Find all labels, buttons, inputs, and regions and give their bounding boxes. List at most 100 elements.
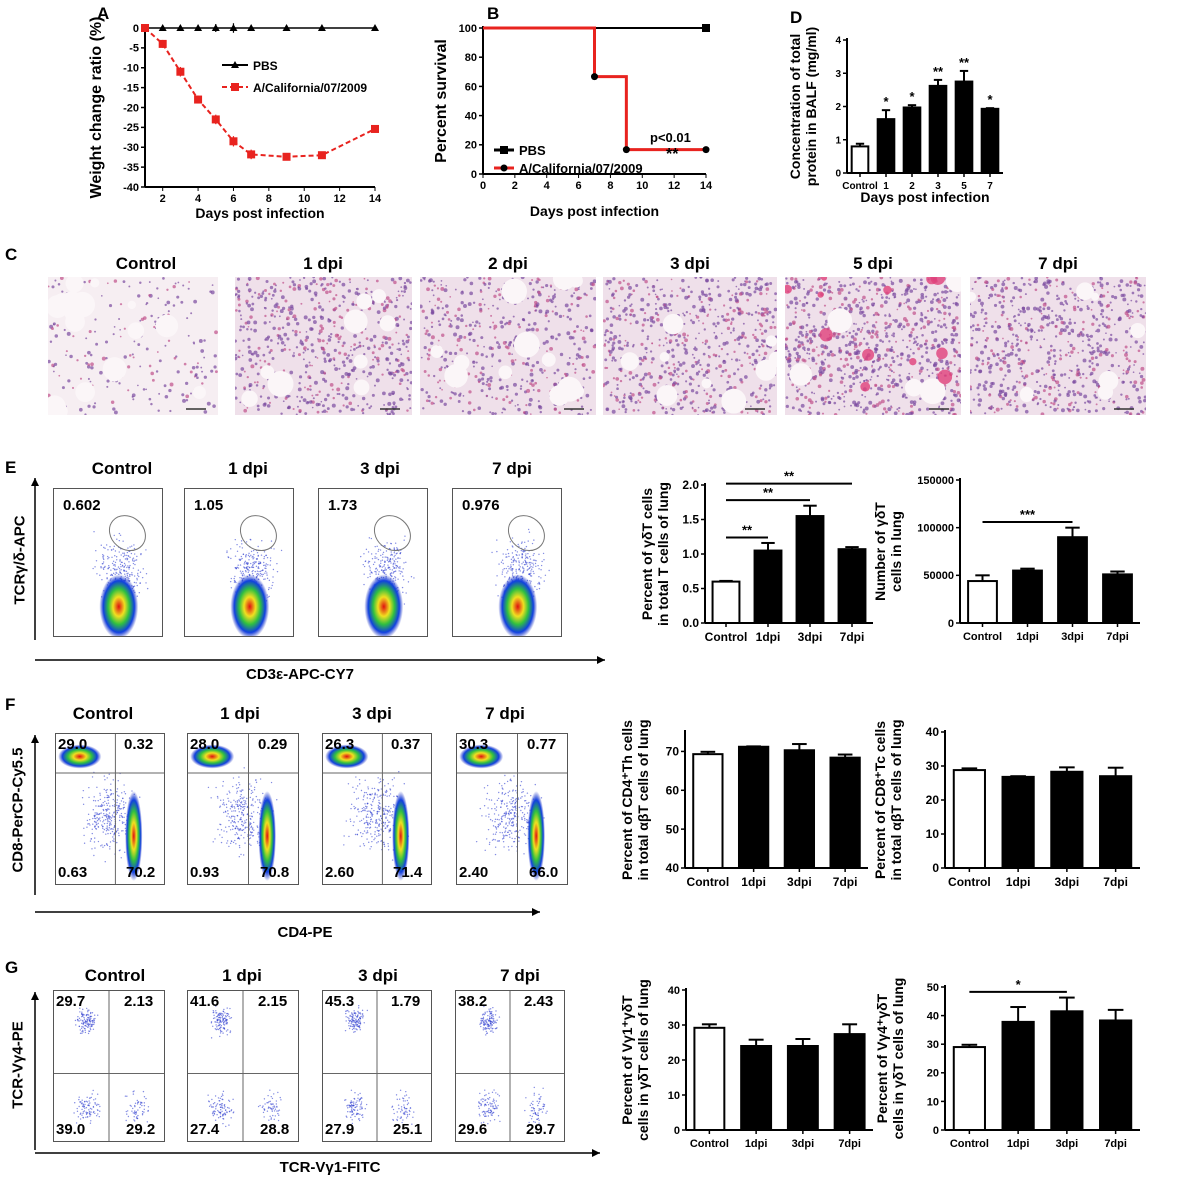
cell-nucleus — [859, 341, 863, 346]
cell-nucleus — [604, 358, 608, 362]
cell-nucleus — [353, 334, 357, 338]
cell-nucleus — [912, 278, 917, 282]
cell-nucleus — [643, 372, 648, 377]
cell-nucleus — [372, 358, 375, 361]
cell-nucleus — [337, 340, 340, 344]
cell-nucleus — [772, 384, 776, 387]
cell-nucleus — [763, 329, 768, 333]
cell-nucleus — [678, 363, 683, 367]
cell-nucleus — [864, 395, 867, 398]
cell-nucleus — [421, 309, 425, 313]
cell-nucleus — [749, 362, 751, 365]
cell-nucleus — [371, 365, 375, 369]
cell-nucleus — [377, 320, 381, 324]
cell-nucleus — [722, 318, 726, 322]
cell-nucleus — [489, 379, 493, 383]
cell-nucleus — [573, 342, 576, 346]
cell-nucleus — [313, 307, 317, 311]
cell-nucleus — [479, 371, 483, 375]
cell-nucleus — [249, 315, 253, 319]
cell-nucleus — [428, 300, 431, 303]
cell-nucleus — [863, 280, 867, 285]
cell-nucleus — [662, 344, 665, 347]
cell-nucleus — [433, 284, 437, 287]
cell-nucleus — [481, 298, 484, 301]
cell-nucleus — [751, 352, 755, 357]
cell-nucleus — [309, 364, 312, 367]
cell-nucleus — [284, 299, 288, 303]
cell-nucleus — [754, 310, 758, 314]
cell-nucleus — [383, 300, 386, 303]
cell-nucleus — [325, 290, 329, 295]
cell-nucleus — [671, 290, 673, 292]
cell-nucleus — [891, 385, 895, 389]
cell-nucleus — [568, 335, 573, 340]
cell-nucleus — [877, 368, 880, 371]
cell-nucleus — [920, 313, 924, 317]
cell-nucleus — [292, 314, 297, 319]
cell-nucleus — [348, 278, 351, 281]
cell-nucleus — [288, 394, 291, 398]
cell-nucleus — [309, 388, 312, 391]
cell-nucleus — [234, 396, 238, 400]
cell-nucleus — [649, 375, 653, 379]
cell-nucleus — [314, 356, 317, 359]
cell-nucleus — [476, 344, 479, 347]
cell-nucleus — [348, 401, 353, 406]
cell-nucleus — [941, 290, 945, 294]
cell-nucleus — [105, 356, 108, 360]
cell-nucleus — [399, 397, 403, 402]
cell-nucleus — [268, 292, 271, 296]
cell-nucleus — [349, 281, 351, 284]
cell-nucleus — [693, 356, 696, 359]
cell-nucleus — [768, 387, 772, 390]
cell-nucleus — [830, 352, 835, 357]
cell-nucleus — [877, 386, 881, 391]
cell-nucleus — [731, 278, 735, 282]
cell-nucleus — [235, 293, 238, 296]
cell-nucleus — [157, 409, 160, 412]
cell-nucleus — [760, 332, 764, 335]
cell-nucleus — [870, 280, 873, 283]
cell-nucleus — [213, 354, 217, 358]
cell-nucleus — [253, 350, 258, 355]
cell-nucleus — [366, 279, 369, 282]
cell-nucleus — [759, 285, 764, 289]
cell-nucleus — [839, 288, 844, 292]
cell-nucleus — [483, 277, 486, 280]
cell-nucleus — [297, 387, 302, 392]
cell-nucleus — [393, 373, 397, 377]
cell-nucleus — [942, 305, 947, 309]
cell-nucleus — [390, 301, 393, 304]
cell-nucleus — [101, 356, 106, 361]
cell-nucleus — [924, 289, 927, 292]
cell-nucleus — [717, 280, 720, 283]
cell-nucleus — [732, 329, 735, 332]
cell-nucleus — [662, 294, 666, 298]
cell-nucleus — [709, 409, 712, 413]
cell-nucleus — [748, 280, 751, 284]
cell-nucleus — [590, 328, 593, 332]
cell-nucleus — [701, 341, 704, 344]
cell-nucleus — [453, 392, 457, 396]
alveolar-space — [267, 370, 294, 397]
cell-nucleus — [264, 338, 267, 341]
cell-nucleus — [887, 384, 891, 388]
cell-nucleus — [398, 382, 402, 386]
cell-nucleus — [694, 276, 698, 279]
cell-nucleus — [618, 408, 621, 411]
cell-nucleus — [385, 357, 390, 362]
cell-nucleus — [427, 353, 431, 357]
cell-nucleus — [399, 378, 404, 383]
cell-nucleus — [526, 356, 530, 360]
cell-nucleus — [855, 409, 858, 412]
cell-nucleus — [950, 340, 955, 345]
cell-nucleus — [605, 317, 610, 321]
cell-nucleus — [375, 378, 380, 383]
cell-nucleus — [247, 345, 251, 349]
cell-nucleus — [853, 322, 856, 325]
cell-nucleus — [725, 341, 729, 345]
cell-nucleus — [63, 328, 66, 332]
cell-nucleus — [628, 293, 632, 297]
cell-nucleus — [839, 349, 843, 352]
